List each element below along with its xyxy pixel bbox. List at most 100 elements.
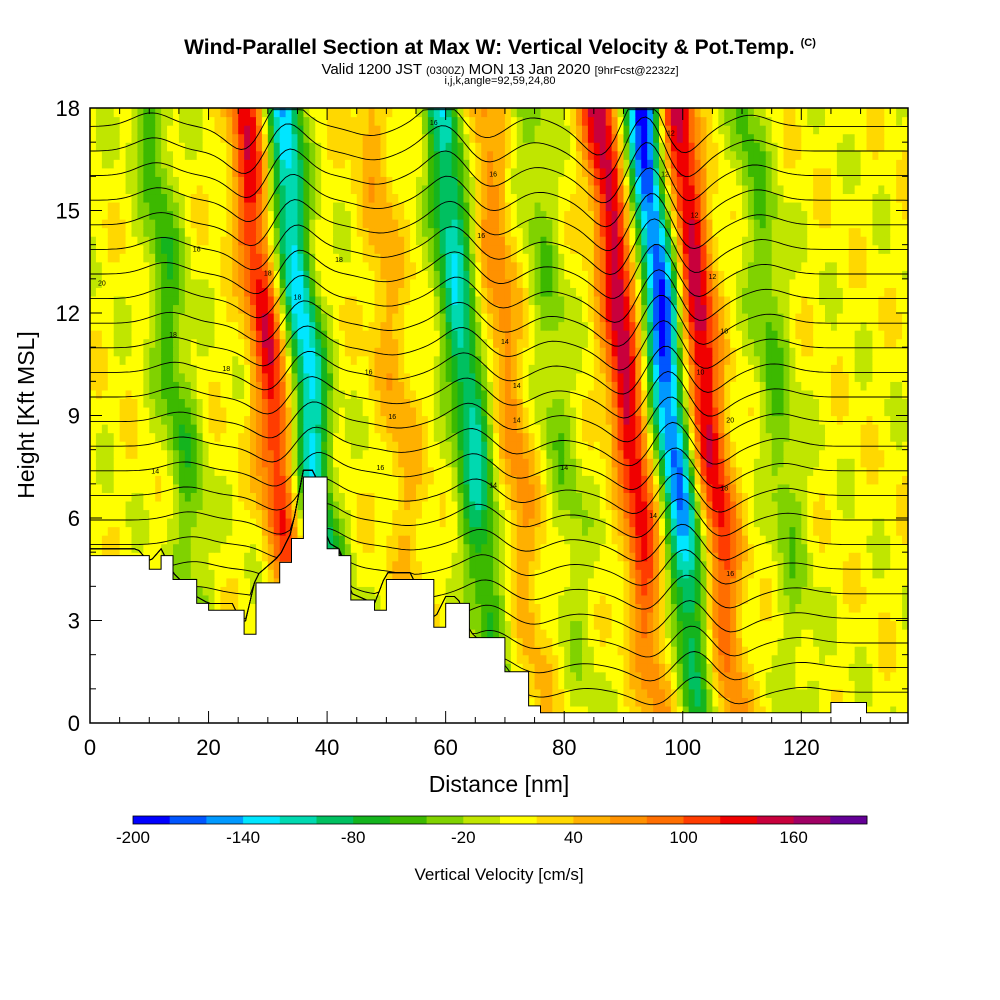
velocity-cell bbox=[813, 560, 820, 570]
velocity-cell bbox=[653, 449, 660, 459]
velocity-cell bbox=[368, 441, 376, 451]
velocity-cell bbox=[534, 654, 542, 664]
velocity-cell bbox=[712, 654, 719, 664]
velocity-cell bbox=[564, 680, 571, 690]
velocity-cell bbox=[261, 424, 269, 434]
velocity-cell bbox=[184, 500, 192, 511]
velocity-cell bbox=[593, 688, 601, 698]
velocity-cell bbox=[487, 466, 494, 476]
velocity-cell bbox=[350, 594, 358, 605]
velocity-cell bbox=[190, 569, 198, 579]
velocity-cell bbox=[854, 646, 862, 656]
velocity-cell bbox=[593, 449, 601, 459]
velocity-cell bbox=[902, 509, 908, 519]
velocity-cell bbox=[593, 458, 601, 468]
velocity-cell bbox=[119, 458, 127, 468]
velocity-cell bbox=[143, 432, 150, 442]
velocity-cell bbox=[878, 432, 885, 442]
velocity-cell bbox=[712, 705, 719, 716]
velocity-cell bbox=[398, 415, 405, 425]
velocity-cell bbox=[552, 654, 559, 664]
velocity-cell bbox=[487, 483, 494, 493]
velocity-cell bbox=[670, 509, 678, 519]
velocity-cell bbox=[807, 526, 814, 536]
velocity-cell bbox=[540, 569, 548, 579]
velocity-cell bbox=[801, 466, 808, 476]
velocity-cell bbox=[747, 688, 755, 698]
velocity-cell bbox=[250, 441, 257, 451]
velocity-cell bbox=[226, 415, 233, 425]
velocity-cell bbox=[101, 449, 109, 459]
velocity-cell bbox=[902, 577, 908, 587]
velocity-cell bbox=[724, 646, 731, 656]
velocity-cell bbox=[830, 629, 838, 639]
velocity-cell bbox=[267, 415, 275, 425]
velocity-cell bbox=[137, 535, 144, 545]
velocity-cell bbox=[605, 569, 613, 579]
velocity-cell bbox=[172, 441, 180, 451]
velocity-cell bbox=[765, 500, 773, 511]
velocity-cell bbox=[522, 424, 530, 434]
velocity-cell bbox=[890, 458, 897, 468]
velocity-cell bbox=[890, 483, 897, 493]
velocity-cell bbox=[712, 466, 719, 476]
velocity-cell bbox=[558, 424, 565, 434]
velocity-cell bbox=[599, 646, 607, 656]
velocity-cell bbox=[576, 458, 583, 468]
velocity-cell bbox=[706, 697, 713, 707]
velocity-cell bbox=[457, 586, 465, 596]
velocity-cell bbox=[700, 705, 708, 716]
velocity-cell bbox=[581, 441, 589, 451]
velocity-cell bbox=[291, 500, 299, 511]
velocity-cell bbox=[125, 466, 133, 476]
chart-subtitle: Valid 1200 JST (0300Z) MON 13 Jan 2020 [… bbox=[0, 61, 1000, 78]
velocity-cell bbox=[641, 518, 648, 528]
velocity-cell bbox=[178, 415, 186, 425]
velocity-cell bbox=[433, 577, 441, 587]
velocity-cell bbox=[664, 646, 672, 656]
velocity-cell bbox=[759, 535, 767, 545]
velocity-cell bbox=[682, 620, 690, 630]
velocity-cell bbox=[884, 569, 891, 579]
velocity-cell bbox=[878, 697, 885, 707]
velocity-cell bbox=[647, 705, 654, 716]
velocity-cell bbox=[90, 500, 97, 511]
velocity-cell bbox=[682, 569, 690, 579]
velocity-cell bbox=[155, 432, 162, 442]
velocity-cell bbox=[558, 483, 565, 493]
velocity-cell bbox=[878, 535, 885, 545]
velocity-cell bbox=[285, 500, 293, 511]
subtitle-valid-time: Valid 1200 JST bbox=[321, 61, 422, 78]
velocity-cell bbox=[546, 458, 553, 468]
velocity-cell bbox=[664, 680, 672, 690]
velocity-cell bbox=[398, 518, 405, 528]
velocity-cell bbox=[647, 646, 654, 656]
velocity-cell bbox=[813, 705, 820, 716]
velocity-cell bbox=[676, 688, 684, 698]
velocity-cell bbox=[570, 697, 577, 707]
velocity-cell bbox=[101, 483, 109, 493]
velocity-cell bbox=[890, 432, 897, 442]
velocity-cell bbox=[813, 552, 820, 562]
velocity-cell bbox=[825, 483, 832, 493]
velocity-cell bbox=[676, 466, 684, 476]
velocity-cell bbox=[777, 492, 785, 502]
velocity-cell bbox=[611, 611, 619, 622]
velocity-cell bbox=[469, 518, 476, 528]
velocity-cell bbox=[267, 526, 275, 536]
velocity-cell bbox=[410, 475, 417, 485]
velocity-cell bbox=[581, 552, 589, 562]
velocity-cell bbox=[765, 543, 773, 553]
velocity-cell bbox=[244, 611, 251, 622]
velocity-cell bbox=[119, 415, 127, 425]
velocity-cell bbox=[724, 449, 731, 459]
velocity-cell bbox=[635, 560, 642, 570]
velocity-cell bbox=[700, 432, 708, 442]
velocity-cell bbox=[872, 415, 879, 425]
velocity-cell bbox=[208, 526, 216, 536]
velocity-cell bbox=[724, 586, 731, 596]
velocity-cell bbox=[659, 577, 666, 587]
velocity-cell bbox=[119, 526, 127, 536]
velocity-cell bbox=[599, 586, 607, 596]
velocity-cell bbox=[552, 620, 559, 630]
